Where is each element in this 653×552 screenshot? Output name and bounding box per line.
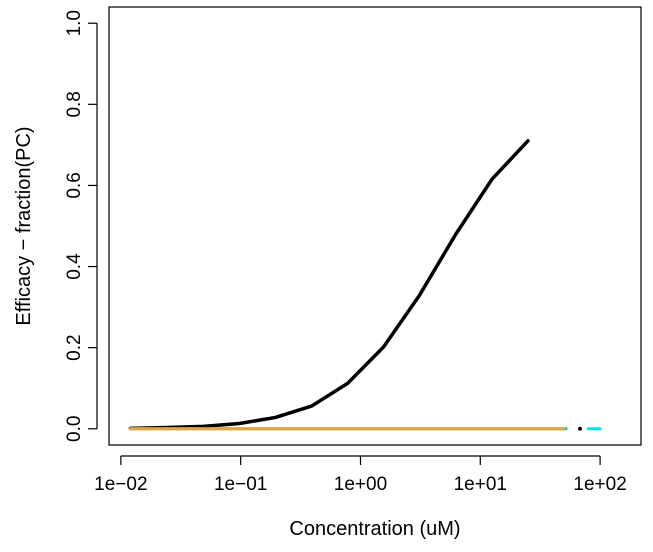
y-tick-label: 0.6: [64, 172, 85, 198]
y-axis: 0.0 0.2 0.4 0.6 0.8 1.0: [64, 10, 98, 442]
plot-frame: [108, 6, 642, 446]
x-axis: 1e−02 1e−01 1e+00 1e+01 1e+02: [94, 455, 627, 495]
y-tick-label: 0.2: [64, 334, 85, 360]
y-tick-label: 0.8: [64, 91, 85, 117]
x-tick-label: 1e−02: [94, 474, 147, 495]
series-4-point: [578, 426, 583, 431]
y-axis-label: Efficacy − fraction(PC): [13, 126, 35, 325]
y-tick-label: 0.4: [64, 253, 85, 280]
x-axis-label: Concentration (uM): [289, 518, 460, 540]
x-tick-label: 1e+00: [334, 474, 387, 495]
x-tick-label: 1e+02: [573, 474, 626, 495]
y-tick-label: 0.0: [64, 416, 85, 442]
y-tick-label: 1.0: [64, 10, 85, 36]
x-tick-label: 1e+01: [454, 474, 507, 495]
series-0-line: [128, 139, 530, 431]
series-layer: [128, 139, 602, 431]
x-tick-label: 1e−01: [214, 474, 267, 495]
